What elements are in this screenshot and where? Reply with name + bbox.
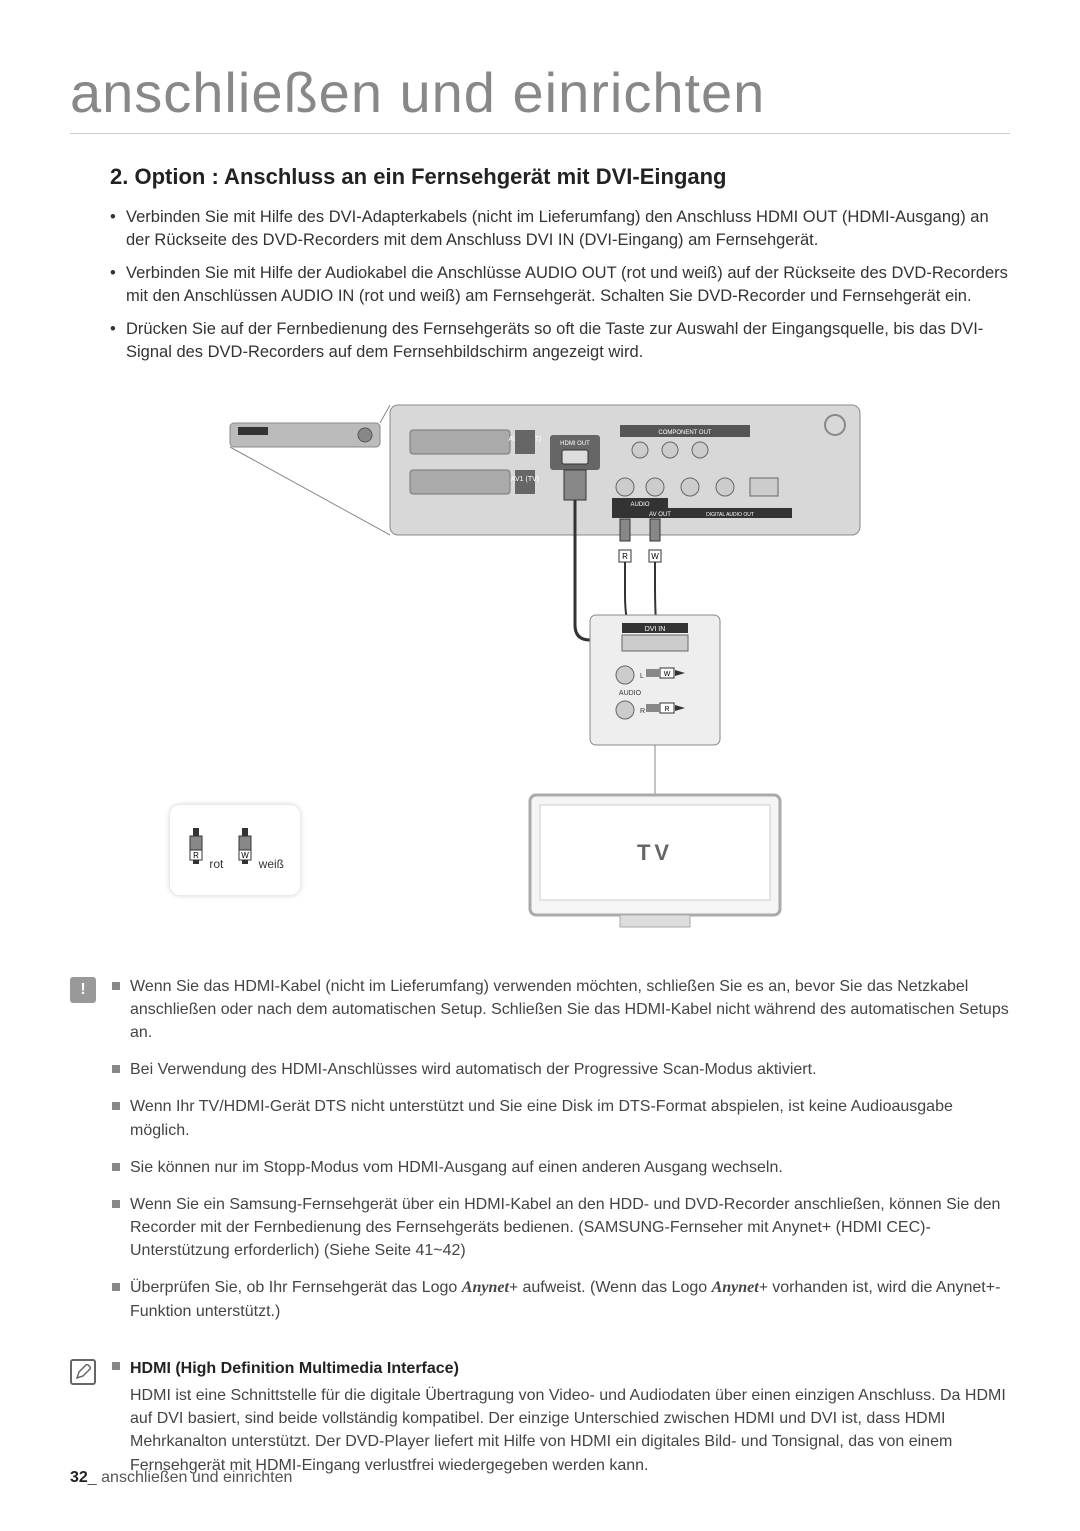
caution-item: Wenn Sie das HDMI-Kabel (nicht im Liefer… bbox=[112, 975, 1010, 1045]
av-out-label: AV OUT bbox=[649, 512, 671, 518]
caution-list: Wenn Sie das HDMI-Kabel (nicht im Liefer… bbox=[112, 975, 1010, 1337]
hdmi-note: HDMI (High Definition Multimedia Interfa… bbox=[112, 1357, 1010, 1477]
section-title: 2. Option : Anschluss an ein Fernsehgerä… bbox=[110, 164, 1010, 190]
caution-item: Bei Verwendung des HDMI-Anschlüsses wird… bbox=[112, 1058, 1010, 1081]
pencil-icon bbox=[70, 1359, 96, 1385]
av1-label: AV1 (TV) bbox=[511, 476, 539, 483]
footer-text: anschließen und einrichten bbox=[101, 1469, 292, 1486]
r-label: R bbox=[622, 552, 628, 561]
digital-audio-label: DIGITAL AUDIO OUT bbox=[706, 512, 754, 518]
audio-label: AUDIO bbox=[630, 502, 649, 508]
caution-item: Wenn Sie ein Samsung-Fernsehgerät über e… bbox=[112, 1193, 1010, 1263]
connection-diagram: AV2 (EXT) AV1 (TV) HDMI OUT COMPONENT OU… bbox=[130, 395, 1010, 955]
instruction-item: Drücken Sie auf der Fernbedienung des Fe… bbox=[110, 318, 1010, 364]
audio-label-2: AUDIO bbox=[619, 690, 642, 697]
tv-label: TV bbox=[637, 840, 673, 865]
hdmi-out-label: HDMI OUT bbox=[560, 441, 590, 447]
legend-white-label: weiß bbox=[259, 857, 284, 871]
hdmi-heading: HDMI (High Definition Multimedia Interfa… bbox=[130, 1360, 459, 1377]
r-label-3: R bbox=[664, 706, 669, 713]
instruction-list: Verbinden Sie mit Hilfe des DVI-Adapterk… bbox=[110, 206, 1010, 365]
page-title: anschließen und einrichten bbox=[70, 60, 1010, 134]
instruction-item: Verbinden Sie mit Hilfe des DVI-Adapterk… bbox=[110, 206, 1010, 252]
hdmi-body: HDMI ist eine Schnittstelle für die digi… bbox=[130, 1384, 1010, 1477]
anynet-logo: Anynet+ bbox=[712, 1279, 768, 1296]
instruction-item: Verbinden Sie mit Hilfe der Audiokabel d… bbox=[110, 262, 1010, 308]
r-label-2: R bbox=[640, 708, 645, 715]
cable-legend: R rot W weiß bbox=[170, 805, 300, 895]
legend-white: W weiß bbox=[235, 828, 284, 871]
anynet-logo: Anynet+ bbox=[462, 1279, 518, 1296]
svg-text:R: R bbox=[193, 851, 199, 860]
page-footer: 32_ anschließen und einrichten bbox=[70, 1469, 292, 1487]
w-label: W bbox=[651, 552, 659, 561]
svg-text:W: W bbox=[242, 851, 250, 860]
dvi-in-label: DVI IN bbox=[645, 626, 666, 633]
w-label-2: W bbox=[664, 671, 671, 678]
legend-red: R rot bbox=[186, 828, 223, 871]
legend-red-label: rot bbox=[209, 857, 223, 871]
page-number: 32 bbox=[70, 1469, 88, 1486]
caution-item: Sie können nur im Stopp-Modus vom HDMI-A… bbox=[112, 1156, 1010, 1179]
caution-item: Wenn Ihr TV/HDMI-Gerät DTS nicht unterst… bbox=[112, 1095, 1010, 1141]
caution-icon: ! bbox=[70, 977, 96, 1003]
caution-block: ! Wenn Sie das HDMI-Kabel (nicht im Lief… bbox=[70, 975, 1010, 1337]
l-label: L bbox=[640, 673, 644, 680]
caution-item-anynet: Überprüfen Sie, ob Ihr Fernsehgerät das … bbox=[112, 1276, 1010, 1322]
component-out-label: COMPONENT OUT bbox=[658, 430, 712, 436]
